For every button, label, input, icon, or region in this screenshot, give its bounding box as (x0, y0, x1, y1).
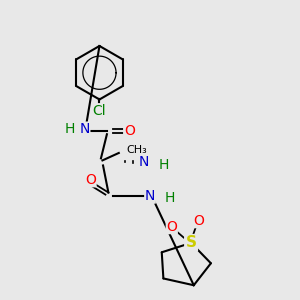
Text: O: O (85, 173, 96, 187)
Text: N: N (80, 122, 90, 136)
Text: H: H (64, 122, 75, 136)
Text: S: S (186, 236, 196, 250)
Text: N: N (139, 155, 149, 169)
Text: Cl: Cl (93, 104, 106, 118)
Text: H: H (158, 158, 169, 172)
Text: O: O (166, 220, 177, 234)
Text: O: O (193, 214, 204, 228)
Text: N: N (145, 189, 155, 203)
Text: O: O (124, 124, 135, 138)
Text: CH₃: CH₃ (126, 145, 147, 155)
Text: H: H (164, 190, 175, 205)
